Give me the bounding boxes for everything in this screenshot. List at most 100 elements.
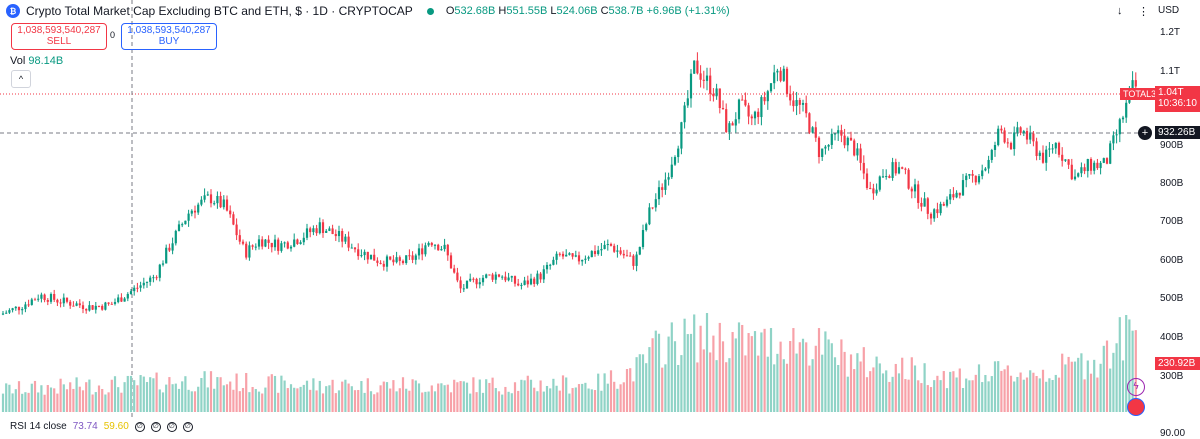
candle-body bbox=[773, 72, 776, 84]
volume-bar bbox=[1102, 345, 1105, 412]
add-alert-icon[interactable]: + bbox=[1138, 126, 1152, 140]
candle-body bbox=[542, 269, 545, 280]
candle-body bbox=[417, 248, 421, 256]
candle-body bbox=[504, 276, 507, 281]
volume-bar bbox=[363, 392, 366, 412]
sell-button[interactable]: 1,038,593,540,287 SELL bbox=[11, 23, 107, 50]
candle-body bbox=[206, 194, 209, 196]
symbol-title[interactable]: Crypto Total Market Cap Excluding BTC an… bbox=[26, 4, 413, 18]
volume-bar bbox=[542, 391, 545, 412]
flag-icon[interactable] bbox=[1127, 398, 1145, 416]
candle-body bbox=[373, 254, 376, 261]
menu-icon[interactable]: ⋮ bbox=[1138, 6, 1149, 18]
volume-bar bbox=[744, 355, 747, 412]
volume-bar bbox=[910, 357, 913, 412]
candle-body bbox=[641, 230, 645, 247]
candle-body bbox=[446, 244, 449, 256]
candle-body bbox=[360, 255, 363, 257]
candle-body bbox=[1000, 128, 1003, 131]
candle-body bbox=[245, 243, 248, 258]
volume-bar bbox=[897, 373, 901, 412]
candle-body bbox=[577, 255, 581, 262]
volume-bar bbox=[1041, 369, 1045, 412]
volume-bar bbox=[197, 386, 200, 412]
volume-bar bbox=[561, 375, 565, 412]
candle-body bbox=[395, 257, 398, 263]
candle-body bbox=[165, 247, 168, 264]
volume-bar bbox=[385, 382, 389, 412]
candle-body bbox=[680, 122, 683, 149]
candle-body bbox=[929, 213, 933, 219]
volume-bar bbox=[629, 368, 632, 412]
market-status-icon[interactable] bbox=[426, 7, 434, 15]
volume-bar bbox=[481, 392, 485, 412]
volume-bar bbox=[305, 380, 309, 412]
volume-bar bbox=[958, 368, 961, 412]
candle-body bbox=[241, 241, 245, 244]
volume-bar bbox=[875, 356, 878, 412]
candle-body bbox=[97, 305, 101, 307]
crosshair-price-label: 932.26B bbox=[1155, 126, 1200, 139]
candle-body bbox=[667, 177, 670, 180]
volume-bar bbox=[965, 378, 968, 412]
volume-bar bbox=[117, 387, 120, 412]
candle-body bbox=[709, 75, 712, 94]
volume-bar bbox=[571, 388, 574, 412]
candle-body bbox=[1038, 152, 1041, 156]
volume-bar bbox=[555, 385, 558, 412]
candle-body bbox=[280, 243, 283, 251]
candle-body bbox=[1003, 130, 1006, 143]
candle-body bbox=[987, 159, 990, 169]
candle-body bbox=[766, 91, 769, 102]
candle-body bbox=[792, 100, 795, 107]
volume-bar bbox=[824, 331, 827, 412]
volume-bar bbox=[507, 391, 510, 412]
volume-bar bbox=[529, 379, 533, 412]
volume-bar bbox=[926, 385, 929, 412]
volume-bar bbox=[56, 393, 59, 412]
candle-body bbox=[814, 127, 817, 138]
candle-body bbox=[213, 203, 216, 205]
candle-body bbox=[808, 113, 811, 133]
volume-bar bbox=[11, 393, 14, 412]
candle-body bbox=[1029, 133, 1032, 140]
volume-bar bbox=[331, 379, 334, 412]
volume-bar bbox=[401, 377, 405, 412]
price-chart[interactable] bbox=[0, 0, 1155, 417]
candle-body bbox=[177, 224, 181, 231]
lightning-icon[interactable]: ϟ bbox=[1127, 378, 1145, 396]
volume-bar bbox=[545, 385, 549, 412]
rsi-legend: RSI 14 close 73.74 59.60 ∅ ∅ ∅ ∅ bbox=[10, 421, 193, 432]
buy-button[interactable]: 1,038,593,540,287 BUY bbox=[121, 23, 217, 50]
candle-body bbox=[174, 230, 177, 244]
volume-bar bbox=[654, 330, 657, 412]
candle-body bbox=[712, 93, 715, 97]
volume-bar bbox=[872, 367, 875, 412]
candle-body bbox=[731, 123, 734, 126]
volume-bar bbox=[773, 364, 776, 412]
candle-body bbox=[1006, 142, 1009, 144]
collapse-legend-button[interactable]: ^ bbox=[11, 70, 31, 88]
volume-bar bbox=[657, 333, 661, 412]
candle-body bbox=[997, 128, 1000, 146]
candle-body bbox=[872, 188, 875, 194]
volume-bar bbox=[622, 382, 625, 412]
candle-body bbox=[677, 148, 680, 158]
volume-bar bbox=[107, 392, 110, 412]
candle-body bbox=[520, 284, 523, 286]
volume-bar bbox=[673, 341, 677, 412]
volume-bar bbox=[1096, 377, 1099, 412]
candle-body bbox=[49, 293, 53, 302]
volume-bar bbox=[878, 363, 881, 412]
volume-bar bbox=[1, 393, 5, 412]
currency-selector[interactable]: USD bbox=[1158, 5, 1180, 16]
candle-body bbox=[379, 262, 382, 264]
volume-bar bbox=[907, 379, 910, 412]
download-icon[interactable]: ↓ bbox=[1117, 5, 1123, 17]
volume-bar bbox=[321, 393, 325, 412]
volume-bar bbox=[408, 390, 411, 412]
volume-bar bbox=[933, 380, 936, 412]
candle-body bbox=[1099, 162, 1102, 169]
candle-body bbox=[1109, 143, 1112, 164]
candle-body bbox=[267, 239, 270, 243]
